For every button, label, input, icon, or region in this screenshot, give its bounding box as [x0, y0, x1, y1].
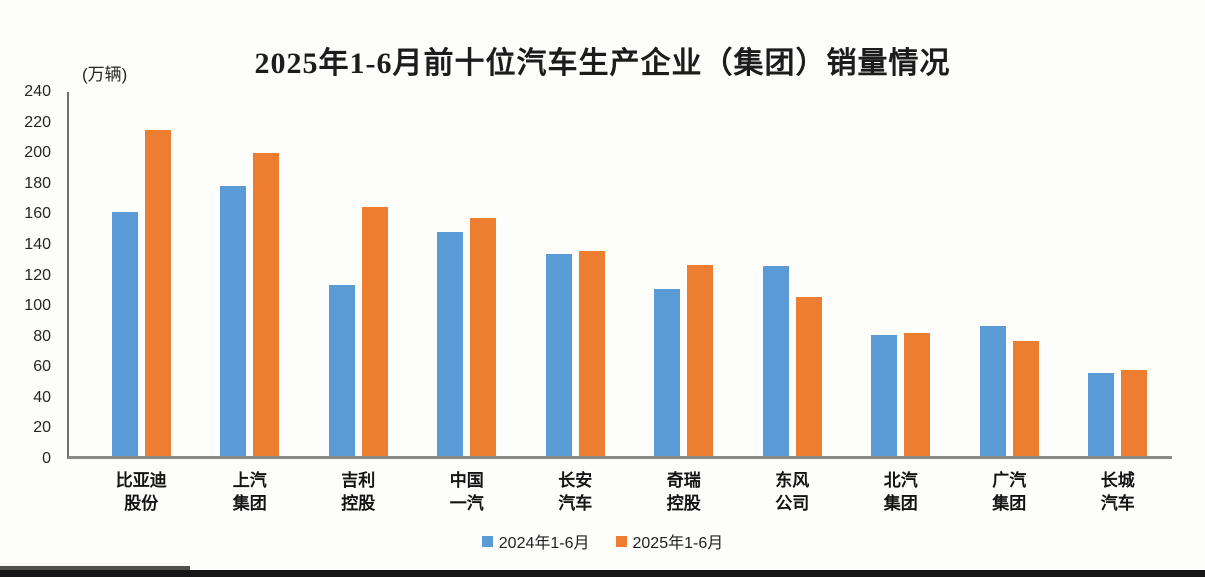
bar-group-3 [304, 92, 413, 456]
category-label: 上汽 集团 [232, 471, 267, 513]
category-label: 长城 汽车 [1100, 471, 1135, 513]
bar [328, 284, 355, 456]
bar [1012, 340, 1039, 456]
bar [979, 325, 1006, 456]
bar [470, 217, 497, 456]
legend-swatch-icon [615, 535, 627, 547]
x-axis-labels: 比亚迪 股份 上汽 集团 吉利 控股 中国 一汽 长安 汽车 奇瑞 控股 东风 公司 北汽 集… [69, 470, 1172, 516]
y-tick-label: 40 [33, 388, 51, 406]
y-tick-label: 140 [24, 235, 51, 253]
bar-group-9 [955, 92, 1064, 456]
bar [111, 211, 138, 456]
y-tick-label: 200 [24, 144, 51, 162]
bar-group-6 [630, 92, 739, 456]
bar [654, 289, 681, 456]
chart-title: 2025年1-6月前十位汽车生产企业（集团）销量情况 [254, 47, 951, 80]
bar [871, 334, 898, 456]
bar [144, 129, 171, 456]
bar-group-1 [87, 92, 196, 456]
bottom-crop-band [0, 570, 1205, 577]
bar-group-10 [1064, 92, 1173, 456]
bar [437, 231, 464, 456]
category-label: 吉利 控股 [341, 471, 376, 513]
bar [253, 152, 280, 456]
legend-label: 2024年1-6月 [498, 535, 590, 552]
legend-item: 2024年1-6月 [481, 529, 590, 553]
y-axis-unit-label: (万辆) [82, 65, 128, 84]
bar-group-7 [738, 92, 847, 456]
y-tick-label: 80 [33, 327, 51, 345]
y-tick-label: 20 [33, 419, 51, 437]
bar [1088, 372, 1115, 456]
y-tick-label: 160 [24, 205, 51, 223]
y-tick-label: 100 [24, 297, 51, 315]
bottom-watermark-fragment [0, 566, 190, 571]
y-tick-label: 60 [33, 358, 51, 376]
legend-label: 2025年1-6月 [632, 535, 724, 552]
bar-group-4 [413, 92, 522, 456]
bar [687, 264, 714, 456]
y-axis-ticks: 0 20 40 60 80 100 120 140 160 180 200 220 240 [0, 83, 55, 467]
category-label: 北汽 集团 [883, 471, 918, 513]
bar [545, 254, 572, 456]
bar [1121, 369, 1148, 456]
bar-groups [69, 92, 1172, 456]
y-tick-label: 220 [24, 113, 51, 131]
category-label: 中国 一汽 [449, 471, 484, 513]
legend: 2024年1-6月 2025年1-6月 [0, 529, 1205, 553]
category-label: 奇瑞 控股 [666, 471, 701, 513]
category-label: 广汽 集团 [992, 471, 1027, 513]
bar-group-8 [847, 92, 956, 456]
bar [762, 266, 789, 456]
category-label: 比亚迪 股份 [115, 471, 167, 513]
category-label: 长安 汽车 [558, 471, 593, 513]
bar-group-5 [521, 92, 630, 456]
plot-area [67, 92, 1172, 459]
legend-swatch-icon [481, 535, 493, 547]
y-tick-label: 120 [24, 266, 51, 284]
bar [361, 207, 388, 456]
legend-item: 2025年1-6月 [615, 529, 724, 553]
y-tick-label: 180 [24, 174, 51, 192]
y-tick-label: 240 [24, 83, 51, 100]
category-label: 东风 公司 [775, 471, 810, 513]
y-tick-label: 0 [42, 450, 51, 467]
bar [904, 333, 931, 456]
bar [578, 251, 605, 456]
bar [795, 296, 822, 456]
bar [220, 186, 247, 456]
bar-group-2 [196, 92, 305, 456]
